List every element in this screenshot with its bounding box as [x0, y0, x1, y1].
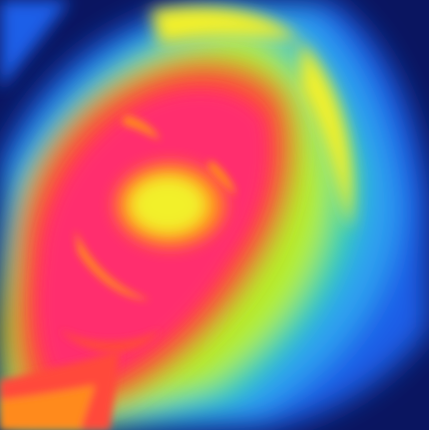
hair-highlight-top [150, 6, 300, 45]
left-eye-closed [122, 115, 160, 140]
nose-bright-patch [130, 177, 206, 233]
hair-highlight-right [300, 40, 353, 230]
chin-shadow [60, 330, 160, 353]
mouth-smile [75, 230, 150, 300]
right-eye-closed [208, 160, 236, 195]
neck-streak-2 [0, 385, 95, 430]
left-cold-region [0, 0, 70, 90]
